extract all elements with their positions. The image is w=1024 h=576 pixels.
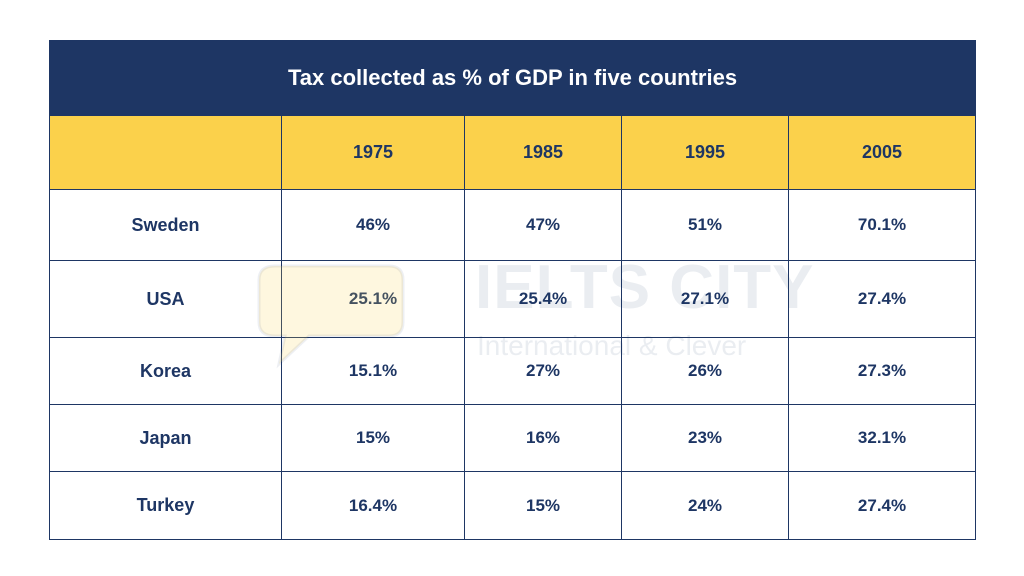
- value-cell: 24%: [621, 471, 789, 540]
- country-label: Sweden: [49, 189, 282, 261]
- country-label: Turkey: [49, 471, 282, 540]
- column-header: 2005: [787, 115, 977, 190]
- value-cell: 27.1%: [621, 260, 789, 338]
- value-cell: 70.1%: [787, 189, 977, 261]
- value-cell: 15.1%: [281, 337, 465, 405]
- value-cell: 25.1%: [281, 260, 465, 338]
- value-cell: 15%: [464, 471, 622, 540]
- table-row-korea: Korea 15.1% 27% 26% 27.3%: [49, 337, 977, 405]
- value-cell: 27%: [464, 337, 622, 405]
- value-cell: 26%: [621, 337, 789, 405]
- value-cell: 51%: [621, 189, 789, 261]
- value-cell: 25.4%: [464, 260, 622, 338]
- tax-table: Tax collected as % of GDP in five countr…: [48, 40, 977, 540]
- country-label: Japan: [49, 404, 282, 472]
- value-cell: 15%: [281, 404, 465, 472]
- column-header: 1985: [464, 115, 622, 190]
- table-frame: Tax collected as % of GDP in five countr…: [48, 40, 977, 540]
- value-cell: 27.4%: [787, 471, 977, 540]
- country-label: Korea: [49, 337, 282, 405]
- table-row-sweden: Sweden 46% 47% 51% 70.1%: [49, 189, 977, 261]
- value-cell: 47%: [464, 189, 622, 261]
- value-cell: 16%: [464, 404, 622, 472]
- value-cell: 27.3%: [787, 337, 977, 405]
- value-cell: 46%: [281, 189, 465, 261]
- table-row-usa: USA 25.1% 25.4% 27.1% 27.4%: [49, 260, 977, 338]
- table-title: Tax collected as % of GDP in five countr…: [48, 40, 977, 116]
- value-cell: 32.1%: [787, 404, 977, 472]
- header-row: 1975 1985 1995 2005: [49, 115, 977, 190]
- table-row-japan: Japan 15% 16% 23% 32.1%: [49, 404, 977, 472]
- column-header: 1995: [621, 115, 789, 190]
- title-row: Tax collected as % of GDP in five countr…: [48, 40, 977, 116]
- header-corner-cell: [49, 115, 282, 190]
- value-cell: 27.4%: [787, 260, 977, 338]
- column-header: 1975: [281, 115, 465, 190]
- table-row-turkey: Turkey 16.4% 15% 24% 27.4%: [49, 471, 977, 540]
- country-label: USA: [49, 260, 282, 338]
- value-cell: 23%: [621, 404, 789, 472]
- value-cell: 16.4%: [281, 471, 465, 540]
